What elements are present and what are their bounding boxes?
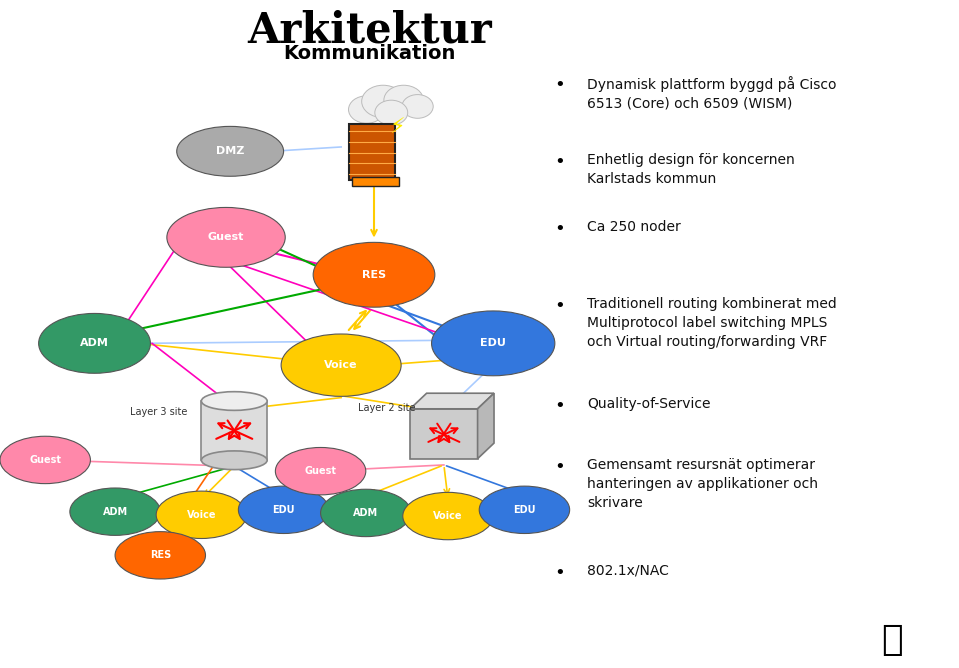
Ellipse shape xyxy=(201,451,268,470)
Circle shape xyxy=(402,95,433,118)
Text: Guest: Guest xyxy=(305,466,337,476)
Text: Voice: Voice xyxy=(187,510,216,520)
Text: DMZ: DMZ xyxy=(216,146,245,156)
Text: •: • xyxy=(554,75,565,94)
Ellipse shape xyxy=(0,436,90,484)
Polygon shape xyxy=(478,393,494,459)
Ellipse shape xyxy=(201,391,268,410)
Ellipse shape xyxy=(403,492,493,540)
Text: Ca 250 noder: Ca 250 noder xyxy=(587,220,681,234)
Text: RES: RES xyxy=(150,550,171,560)
FancyBboxPatch shape xyxy=(410,409,478,459)
Text: Arkitektur: Arkitektur xyxy=(246,9,492,51)
Ellipse shape xyxy=(281,334,401,396)
Text: Kommunikation: Kommunikation xyxy=(283,44,456,63)
Text: EDU: EDU xyxy=(480,339,506,348)
Ellipse shape xyxy=(239,486,329,534)
Text: •: • xyxy=(554,153,565,171)
Text: ADM: ADM xyxy=(103,507,128,516)
Ellipse shape xyxy=(320,489,411,536)
Ellipse shape xyxy=(176,126,284,176)
Circle shape xyxy=(348,96,385,124)
FancyBboxPatch shape xyxy=(349,124,394,180)
Text: •: • xyxy=(554,564,565,582)
Ellipse shape xyxy=(70,488,160,535)
Ellipse shape xyxy=(115,532,205,579)
FancyBboxPatch shape xyxy=(352,177,400,186)
Text: ⚡: ⚡ xyxy=(389,118,405,138)
Text: EDU: EDU xyxy=(513,505,536,515)
Text: •: • xyxy=(554,220,565,238)
Ellipse shape xyxy=(432,311,555,376)
Ellipse shape xyxy=(156,491,246,538)
Circle shape xyxy=(362,86,405,118)
Ellipse shape xyxy=(275,448,365,495)
Text: Enhetlig design för koncernen
Karlstads kommun: Enhetlig design för koncernen Karlstads … xyxy=(587,153,795,186)
Circle shape xyxy=(375,100,408,125)
Ellipse shape xyxy=(167,208,285,267)
Circle shape xyxy=(384,86,423,115)
Text: www.karlstad.se: www.karlstad.se xyxy=(301,626,562,653)
Text: •: • xyxy=(554,397,565,415)
Text: Traditionell routing kombinerat med
Multiprotocol label switching MPLS
och Virtu: Traditionell routing kombinerat med Mult… xyxy=(587,297,837,349)
Text: Guest: Guest xyxy=(29,455,61,465)
Text: •: • xyxy=(554,458,565,476)
Text: RES: RES xyxy=(362,270,386,280)
Text: 802.1x/NAC: 802.1x/NAC xyxy=(587,564,669,578)
Text: EDU: EDU xyxy=(272,505,294,515)
Ellipse shape xyxy=(38,313,151,373)
Text: 🌞: 🌞 xyxy=(881,623,902,657)
Text: Voice: Voice xyxy=(324,360,358,370)
Text: ADM: ADM xyxy=(81,339,109,348)
Text: Gemensamt resursnät optimerar
hanteringen av applikationer och
skrivare: Gemensamt resursnät optimerar hanteringe… xyxy=(587,458,818,510)
Ellipse shape xyxy=(314,242,434,307)
Text: Layer 3 site: Layer 3 site xyxy=(129,407,187,417)
Text: Layer 2 site: Layer 2 site xyxy=(358,403,415,413)
Text: •: • xyxy=(554,297,565,315)
Text: Dynamisk plattform byggd på Cisco
6513 (Core) och 6509 (WISM): Dynamisk plattform byggd på Cisco 6513 (… xyxy=(587,75,836,110)
Text: ADM: ADM xyxy=(353,508,379,518)
Polygon shape xyxy=(410,393,494,409)
Text: Guest: Guest xyxy=(208,232,245,242)
FancyBboxPatch shape xyxy=(201,401,268,460)
Text: Voice: Voice xyxy=(433,511,463,521)
Ellipse shape xyxy=(480,486,570,534)
Text: Quality-of-Service: Quality-of-Service xyxy=(587,397,711,411)
